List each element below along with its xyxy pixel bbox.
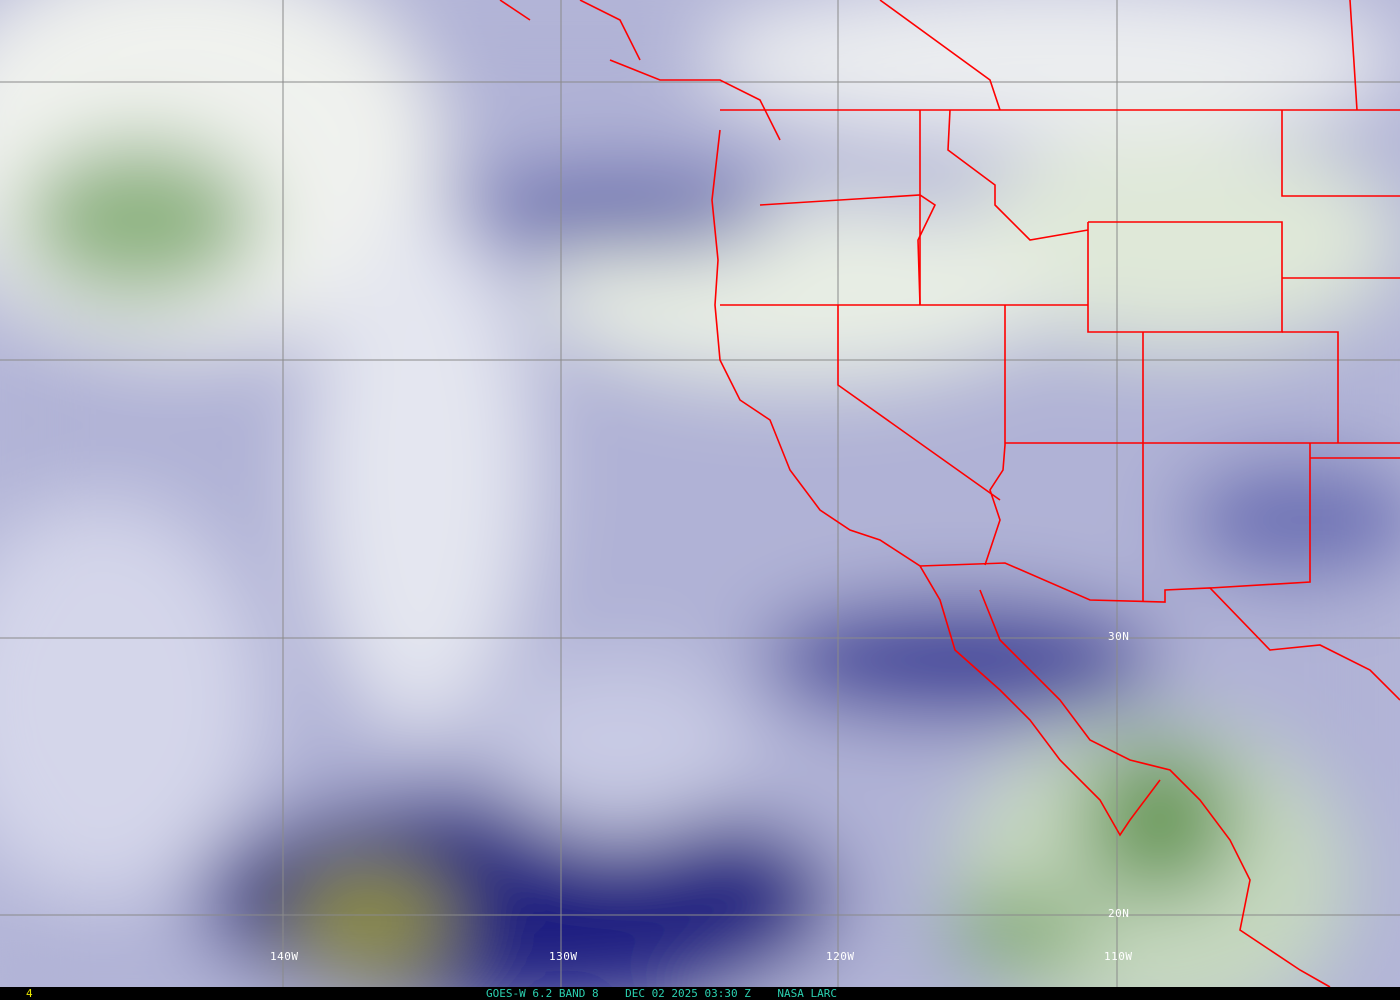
political-borders xyxy=(499,0,1400,988)
longitude-label-130w: 130W xyxy=(549,950,578,963)
latitude-label-20n: 20N xyxy=(1108,907,1130,920)
caption-bar: 4 GOES-W 6.2 BAND 8 DEC 02 2025 03:30 Z … xyxy=(0,987,1400,1000)
frame-number: 4 xyxy=(26,987,33,1000)
longitude-label-120w: 120W xyxy=(826,950,855,963)
longitude-label-140w: 140W xyxy=(270,950,299,963)
longitude-label-110w: 110W xyxy=(1104,950,1133,963)
image-caption: GOES-W 6.2 BAND 8 DEC 02 2025 03:30 Z NA… xyxy=(486,987,837,1000)
latitude-label-30n: 30N xyxy=(1108,630,1130,643)
